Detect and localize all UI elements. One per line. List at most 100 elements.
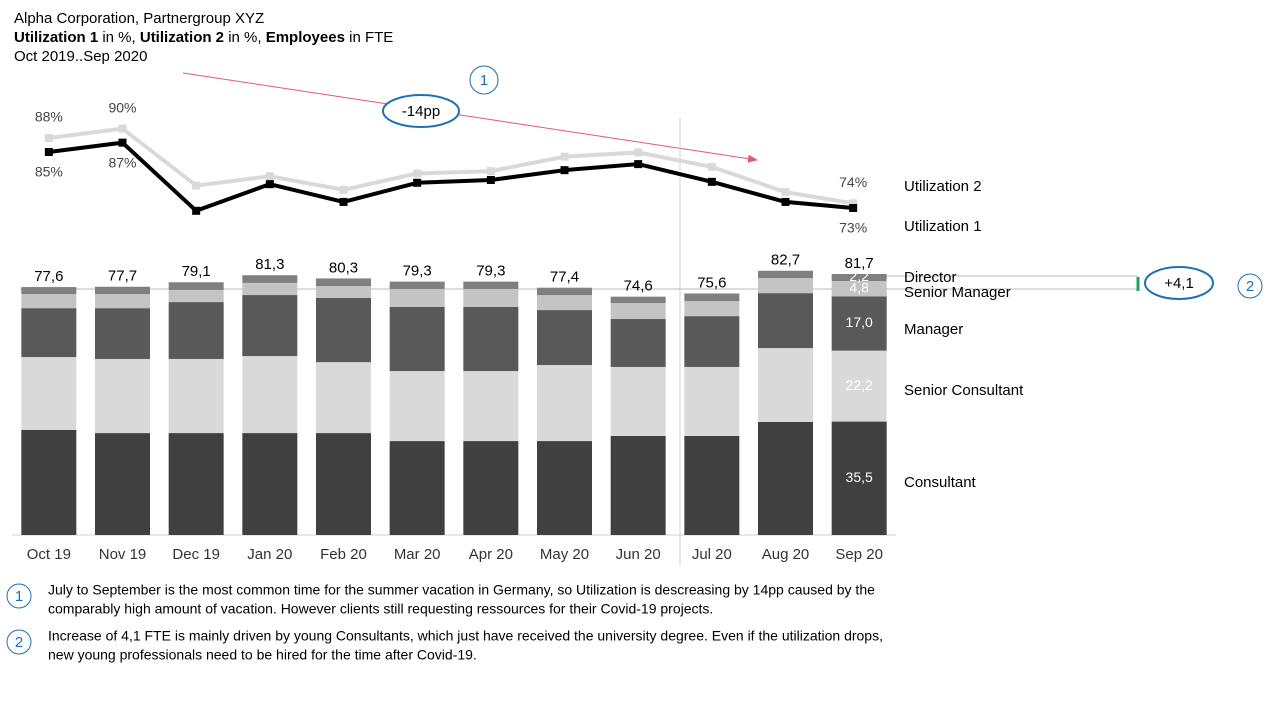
- annotation-label: +4,1: [1164, 275, 1194, 292]
- line-marker: [44, 147, 53, 156]
- segment-label: 22,2: [846, 377, 873, 393]
- bar-segment: [242, 275, 298, 283]
- line-marker: [486, 167, 495, 176]
- annotation-bubble: [382, 94, 460, 128]
- bar-segment: [831, 421, 887, 535]
- segment-label: 35,5: [846, 469, 873, 485]
- chart-period: Oct 2019..Sep 2020: [14, 48, 147, 65]
- x-tick-label: Feb 20: [320, 546, 367, 563]
- total-label: 75,6: [697, 274, 726, 291]
- line-marker: [486, 175, 495, 184]
- bar-segment: [389, 281, 445, 289]
- line-marker: [560, 152, 569, 161]
- x-tick-label: Apr 20: [469, 546, 513, 563]
- bar-segment: [316, 297, 371, 363]
- line-marker: [849, 203, 858, 212]
- segment-label: 17,0: [846, 314, 873, 330]
- bar-segment: [610, 319, 666, 367]
- bar-segment: [242, 282, 298, 296]
- bar-segment: [758, 278, 813, 294]
- line-value-label: 90%: [108, 99, 136, 115]
- bar-segment: [168, 433, 224, 535]
- line-marker: [560, 166, 569, 175]
- bar-segment: [168, 358, 224, 434]
- bar-segment: [684, 301, 740, 317]
- line-marker: [265, 172, 274, 181]
- legend-label: Manager: [904, 321, 963, 338]
- subtitle-part: in FTE: [345, 29, 393, 46]
- x-tick-label: Sep 20: [835, 546, 883, 563]
- chart-title: Alpha Corporation, Partnergroup XYZ: [14, 10, 264, 27]
- segment-label: 4,8: [849, 279, 869, 295]
- footnote-text: comparably high amount of vacation. Howe…: [48, 601, 713, 617]
- total-label: 77,7: [108, 268, 137, 285]
- line-value-label: 87%: [108, 154, 136, 170]
- bar-segment: [758, 348, 813, 422]
- footnote-text: new young professionals need to be hired…: [48, 647, 477, 663]
- line-marker: [192, 181, 201, 190]
- line-marker: [265, 180, 274, 189]
- line-marker: [339, 197, 348, 206]
- footnote-text: Increase of 4,1 FTE is mainly driven by …: [48, 628, 883, 644]
- line-marker: [413, 169, 422, 178]
- line: [48, 126, 854, 206]
- annotation-marker-label: 2: [1246, 278, 1254, 295]
- legend-label: Director: [904, 269, 957, 286]
- bar-segment: [21, 294, 77, 309]
- bar-segment: [389, 371, 445, 442]
- bar-segment: [316, 433, 371, 535]
- line-value-label: 73%: [839, 220, 867, 236]
- bar-segment: [168, 282, 224, 290]
- trend-arrow: [182, 72, 758, 163]
- bar-segment: [168, 289, 224, 303]
- x-tick-label: Oct 19: [27, 546, 71, 563]
- bar-segment: [316, 362, 371, 434]
- bar-segment: [95, 294, 150, 309]
- line-marker: [707, 162, 716, 171]
- line-marker: [781, 188, 790, 197]
- bar-segment: [389, 441, 445, 535]
- bar-segment: [610, 296, 666, 304]
- legend-label: Senior Manager: [904, 284, 1011, 301]
- bar-segment: [463, 371, 519, 442]
- bar-segment: [537, 287, 592, 296]
- total-label: 81,3: [255, 256, 284, 273]
- legend-label: Utilization 1: [904, 218, 982, 235]
- total-label: 79,3: [403, 263, 432, 280]
- bar-segment: [463, 441, 519, 535]
- bar-segment: [831, 273, 887, 281]
- total-label: 80,3: [329, 259, 358, 276]
- bar-segment: [95, 308, 150, 359]
- segment-label: 2,2: [849, 268, 869, 284]
- annotation-bubble: [1144, 266, 1214, 300]
- subtitle-part: Utilization 1: [14, 29, 98, 46]
- legend-label: Senior Consultant: [904, 382, 1024, 399]
- bar-segment: [316, 278, 371, 287]
- footnote-marker: [6, 583, 32, 609]
- x-tick-label: Jan 20: [247, 546, 292, 563]
- annotation-marker: [1237, 273, 1263, 299]
- bar-segment: [21, 357, 77, 430]
- bar-segment: [684, 435, 740, 535]
- legend-label: Consultant: [904, 474, 977, 491]
- line-marker: [781, 197, 790, 206]
- bar-segment: [758, 421, 813, 535]
- bar-segment: [316, 286, 371, 298]
- x-tick-label: Nov 19: [99, 546, 147, 563]
- subtitle-part: in %,: [224, 29, 266, 46]
- x-tick-label: May 20: [540, 546, 589, 563]
- bar-segment: [537, 365, 592, 442]
- footnote-marker: [6, 629, 32, 655]
- bar-segment: [758, 293, 813, 349]
- bar-segment: [610, 366, 666, 436]
- total-label: 79,3: [476, 263, 505, 280]
- line-marker: [634, 160, 643, 169]
- bar-segment: [537, 295, 592, 311]
- chart-subtitle: Utilization 1 in %, Utilization 2 in %, …: [14, 29, 393, 46]
- x-tick-label: Mar 20: [394, 546, 441, 563]
- bar-segment: [610, 435, 666, 535]
- x-tick-label: Dec 19: [172, 546, 220, 563]
- bar-segment: [168, 302, 224, 359]
- line-marker: [634, 148, 643, 157]
